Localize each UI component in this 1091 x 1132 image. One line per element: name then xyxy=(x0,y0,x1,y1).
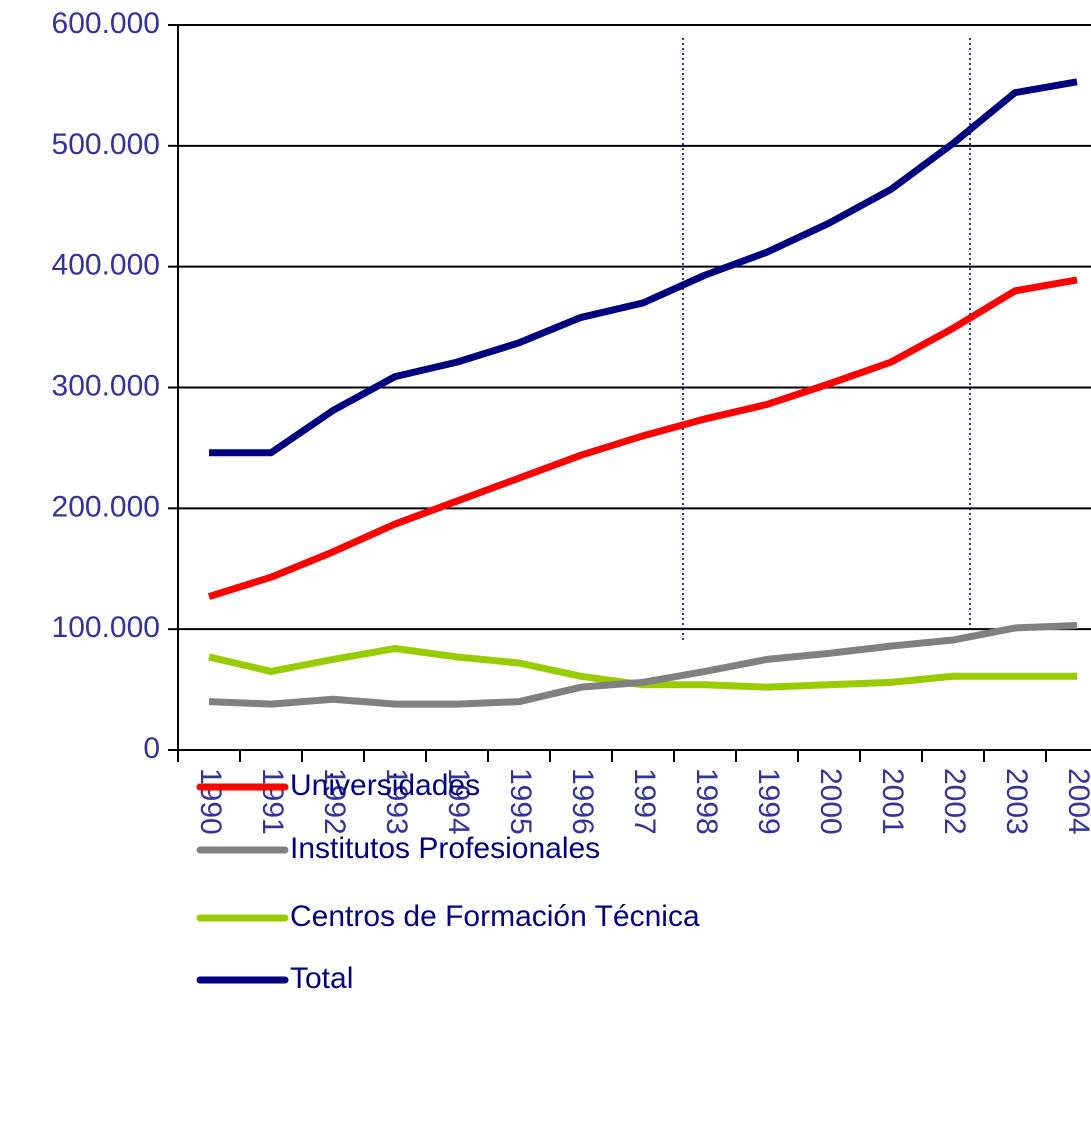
y-tick-label: 400.000 xyxy=(52,249,160,282)
x-tick-label: 2002 xyxy=(938,768,971,835)
x-tick-label: 1995 xyxy=(504,768,537,835)
series-line xyxy=(208,622,1078,708)
legend-label: Universidades xyxy=(290,769,480,802)
y-tick-label: 500.000 xyxy=(52,128,160,161)
y-tick-label: 0 xyxy=(143,732,160,765)
y-tick-label: 600.000 xyxy=(52,7,160,40)
x-tick-label: 1996 xyxy=(566,768,599,835)
series-line xyxy=(207,276,1078,600)
x-tick-label: 1999 xyxy=(752,768,785,835)
legend-label: Total xyxy=(290,962,353,995)
x-tick-label: 2004 xyxy=(1062,768,1091,835)
y-tick-label: 300.000 xyxy=(52,369,160,402)
y-tick-label: 100.000 xyxy=(52,611,160,644)
series-line xyxy=(209,78,1078,457)
x-tick-label: 1993 xyxy=(380,768,413,835)
y-tick-label: 200.000 xyxy=(52,490,160,523)
x-tick-label: 1998 xyxy=(690,768,723,835)
legend-label: Institutos Profesionales xyxy=(290,832,600,865)
x-tick-label: 1994 xyxy=(442,768,475,835)
x-tick-label: 1991 xyxy=(256,768,289,835)
x-tick-label: 2000 xyxy=(814,768,847,835)
x-tick-label: 1997 xyxy=(628,768,661,835)
x-tick-label: 1990 xyxy=(194,768,227,835)
x-tick-label: 2001 xyxy=(876,768,909,835)
x-tick-label: 1992 xyxy=(318,768,351,835)
x-tick-label: 2003 xyxy=(1000,768,1033,835)
legend-label: Centros de Formación Técnica xyxy=(290,900,700,933)
